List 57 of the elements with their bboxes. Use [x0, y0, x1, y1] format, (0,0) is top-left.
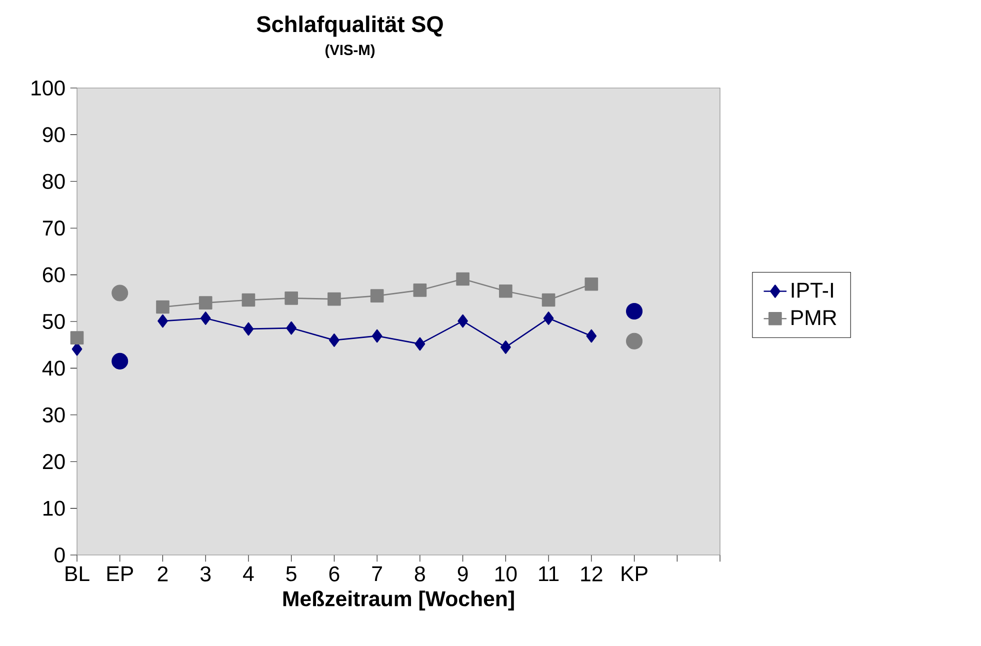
point	[200, 312, 211, 325]
point	[456, 272, 470, 286]
point	[70, 331, 84, 345]
point	[329, 334, 340, 347]
x-tick-label: 11	[539, 566, 559, 582]
point	[626, 302, 643, 320]
point	[458, 314, 468, 328]
point	[543, 312, 554, 325]
chart-title: Schlafqualität SQ	[256, 16, 443, 37]
point	[499, 284, 512, 298]
y-tick-label: 60	[42, 267, 65, 282]
x-tick-label: KP	[622, 566, 648, 582]
point	[542, 293, 556, 307]
x-tick-label: 8	[414, 566, 425, 582]
point	[413, 284, 427, 297]
point	[414, 337, 426, 351]
point	[198, 296, 212, 310]
point	[112, 284, 128, 302]
point	[370, 289, 384, 302]
y-tick-label: 40	[42, 360, 65, 376]
point	[284, 291, 298, 305]
y-tick-label: 0	[54, 547, 65, 563]
x-tick-label: 12	[581, 566, 602, 582]
y-tick-label: 50	[42, 314, 65, 330]
x-tick-label: 3	[200, 566, 211, 582]
point	[242, 293, 256, 307]
x-tick-label: 5	[286, 566, 296, 582]
y-tick-label: 30	[42, 407, 65, 422]
point	[328, 292, 341, 306]
chart-subtitle: (VIS-M)	[325, 44, 375, 58]
y-tick-label: 100	[32, 80, 65, 96]
y-tick-label: 10	[44, 500, 65, 516]
x-tick-label: 6	[329, 566, 340, 582]
point	[243, 322, 254, 336]
legend-label: PMR	[792, 310, 836, 325]
point	[500, 340, 511, 354]
x-axis-title: Meßzeitraum [Wochen]	[283, 590, 514, 611]
point	[156, 300, 170, 314]
legend-label: IPT-I	[792, 282, 833, 298]
x-tick-label: 9	[458, 566, 468, 582]
point	[584, 277, 598, 291]
x-tick-label: EP	[107, 566, 133, 582]
y-tick-label: 70	[42, 220, 65, 236]
point	[112, 352, 128, 370]
y-tick-label: 90	[42, 127, 65, 142]
x-tick-label: 2	[158, 566, 168, 582]
point	[626, 332, 643, 350]
point	[372, 329, 382, 343]
x-tick-label: 4	[243, 566, 254, 582]
point	[586, 329, 597, 343]
point	[286, 321, 297, 335]
x-tick-label: 7	[372, 566, 382, 582]
y-tick-label: 80	[42, 174, 65, 189]
y-tick-label: 20	[42, 454, 65, 470]
point	[158, 314, 168, 328]
x-tick-label: BL	[66, 566, 90, 582]
x-tick-label: 10	[495, 566, 517, 582]
